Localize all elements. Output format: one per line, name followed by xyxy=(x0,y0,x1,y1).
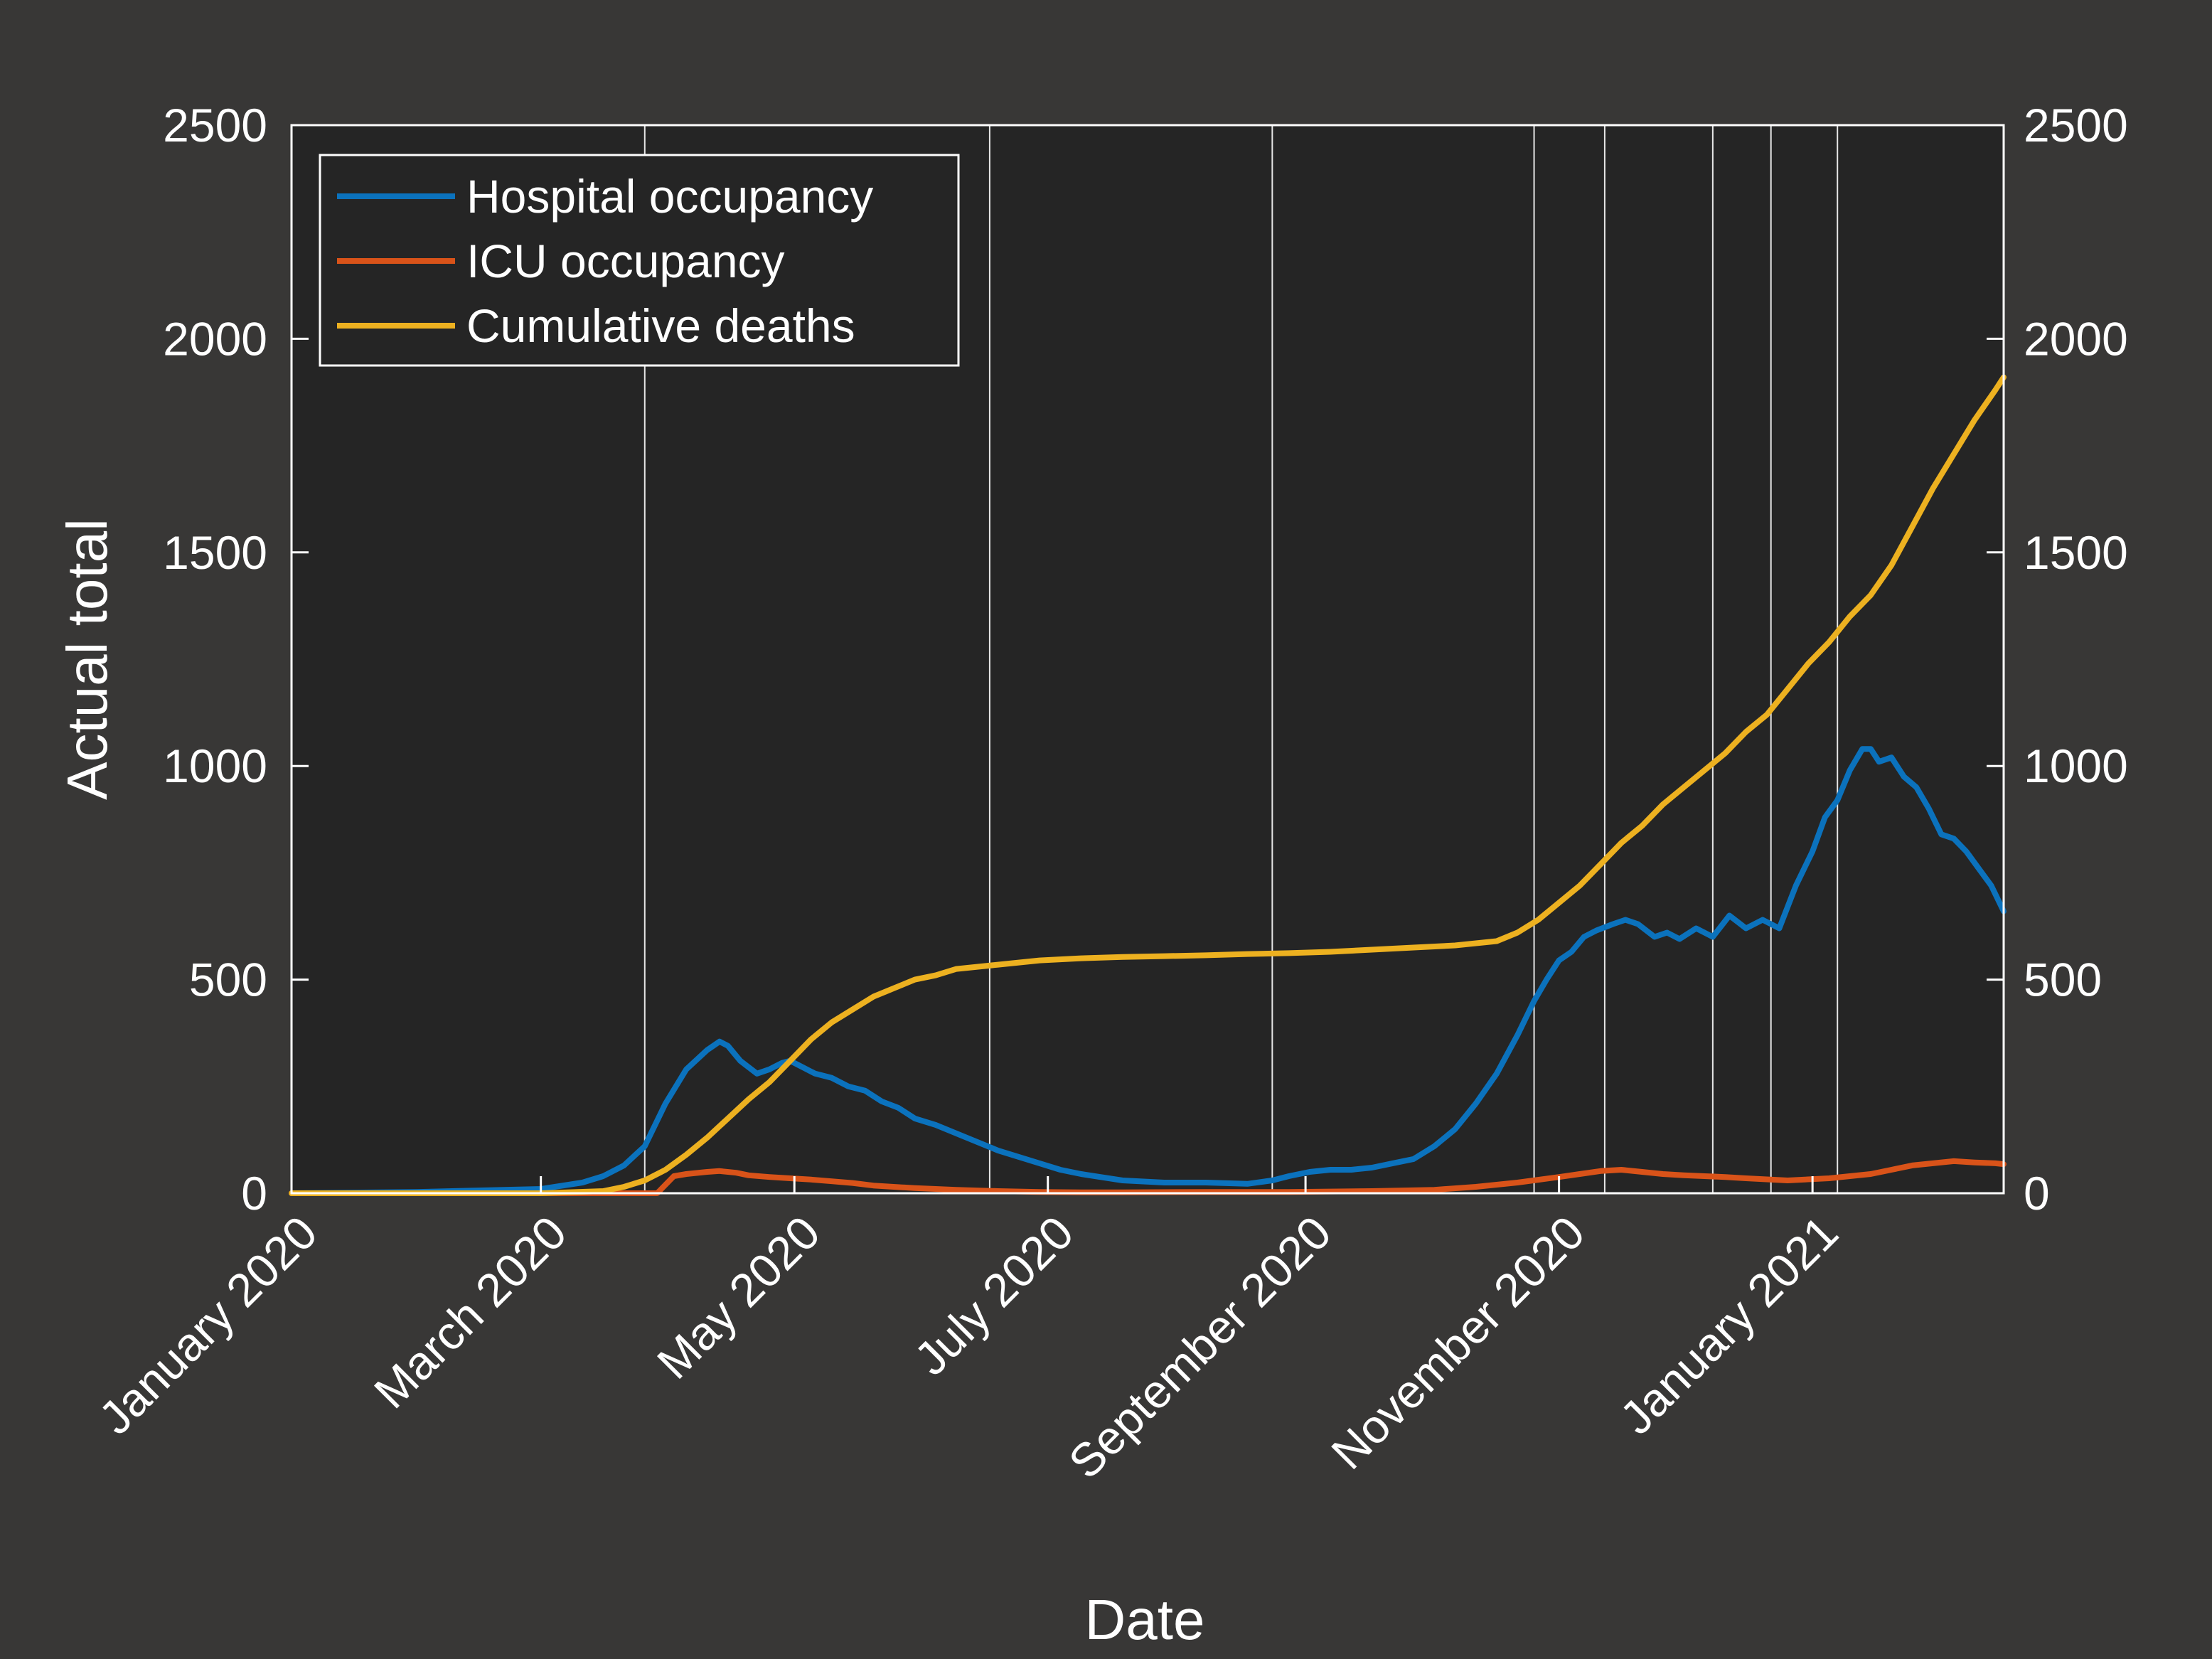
y-right-tick-label: 500 xyxy=(2024,954,2102,1006)
y-left-tick-label: 1500 xyxy=(163,526,267,579)
x-tick-label: September 2020 xyxy=(1059,1206,1341,1488)
x-tick-label: March 2020 xyxy=(364,1206,577,1419)
x-tick-label: November 2020 xyxy=(1321,1206,1594,1479)
y-axis-right: 0 500 1000 1500 2000 2500 xyxy=(1987,99,2128,1220)
legend-label: Hospital occupancy xyxy=(466,170,873,223)
x-tick-label: July 2020 xyxy=(904,1206,1084,1385)
y-axis-left: 0 500 1000 1500 2000 2500 xyxy=(163,99,309,1220)
legend-label: Cumulative deaths xyxy=(466,299,855,352)
series-line-cumulative-deaths xyxy=(289,374,2007,1196)
series-line-hospital-occupancy xyxy=(289,746,2007,1196)
x-tick-label: January 2020 xyxy=(89,1206,327,1444)
legend-label: ICU occupancy xyxy=(466,235,785,287)
x-tick-label: May 2020 xyxy=(647,1206,830,1389)
y-left-tick-label: 0 xyxy=(241,1167,267,1220)
y-right-tick-label: 1000 xyxy=(2024,740,2128,792)
x-axis-title: Date xyxy=(1085,1588,1205,1651)
y-right-tick-label: 2500 xyxy=(2024,99,2128,151)
series-line-icu-occupancy xyxy=(289,1158,2007,1196)
axes-frame xyxy=(290,124,2005,1195)
series-layer xyxy=(289,374,2007,1196)
y-right-tick-label: 1500 xyxy=(2024,526,2128,579)
y-axis-title: Actual total xyxy=(55,518,119,800)
y-right-tick-label: 0 xyxy=(2024,1167,2050,1220)
y-left-tick-label: 2500 xyxy=(163,99,267,151)
axes-border xyxy=(290,124,2005,1195)
y-left-tick-label: 500 xyxy=(189,954,267,1006)
y-right-tick-label: 2000 xyxy=(2024,312,2128,365)
legend: Hospital occupancy ICU occupancy Cumulativ… xyxy=(319,154,960,367)
x-axis: January 2020 March 2020 May 2020 July 2020S… xyxy=(89,1176,1848,1488)
x-tick-label: January 2021 xyxy=(1610,1206,1848,1444)
y-left-tick-label: 2000 xyxy=(163,312,267,365)
y-left-tick-label: 1000 xyxy=(163,740,267,792)
